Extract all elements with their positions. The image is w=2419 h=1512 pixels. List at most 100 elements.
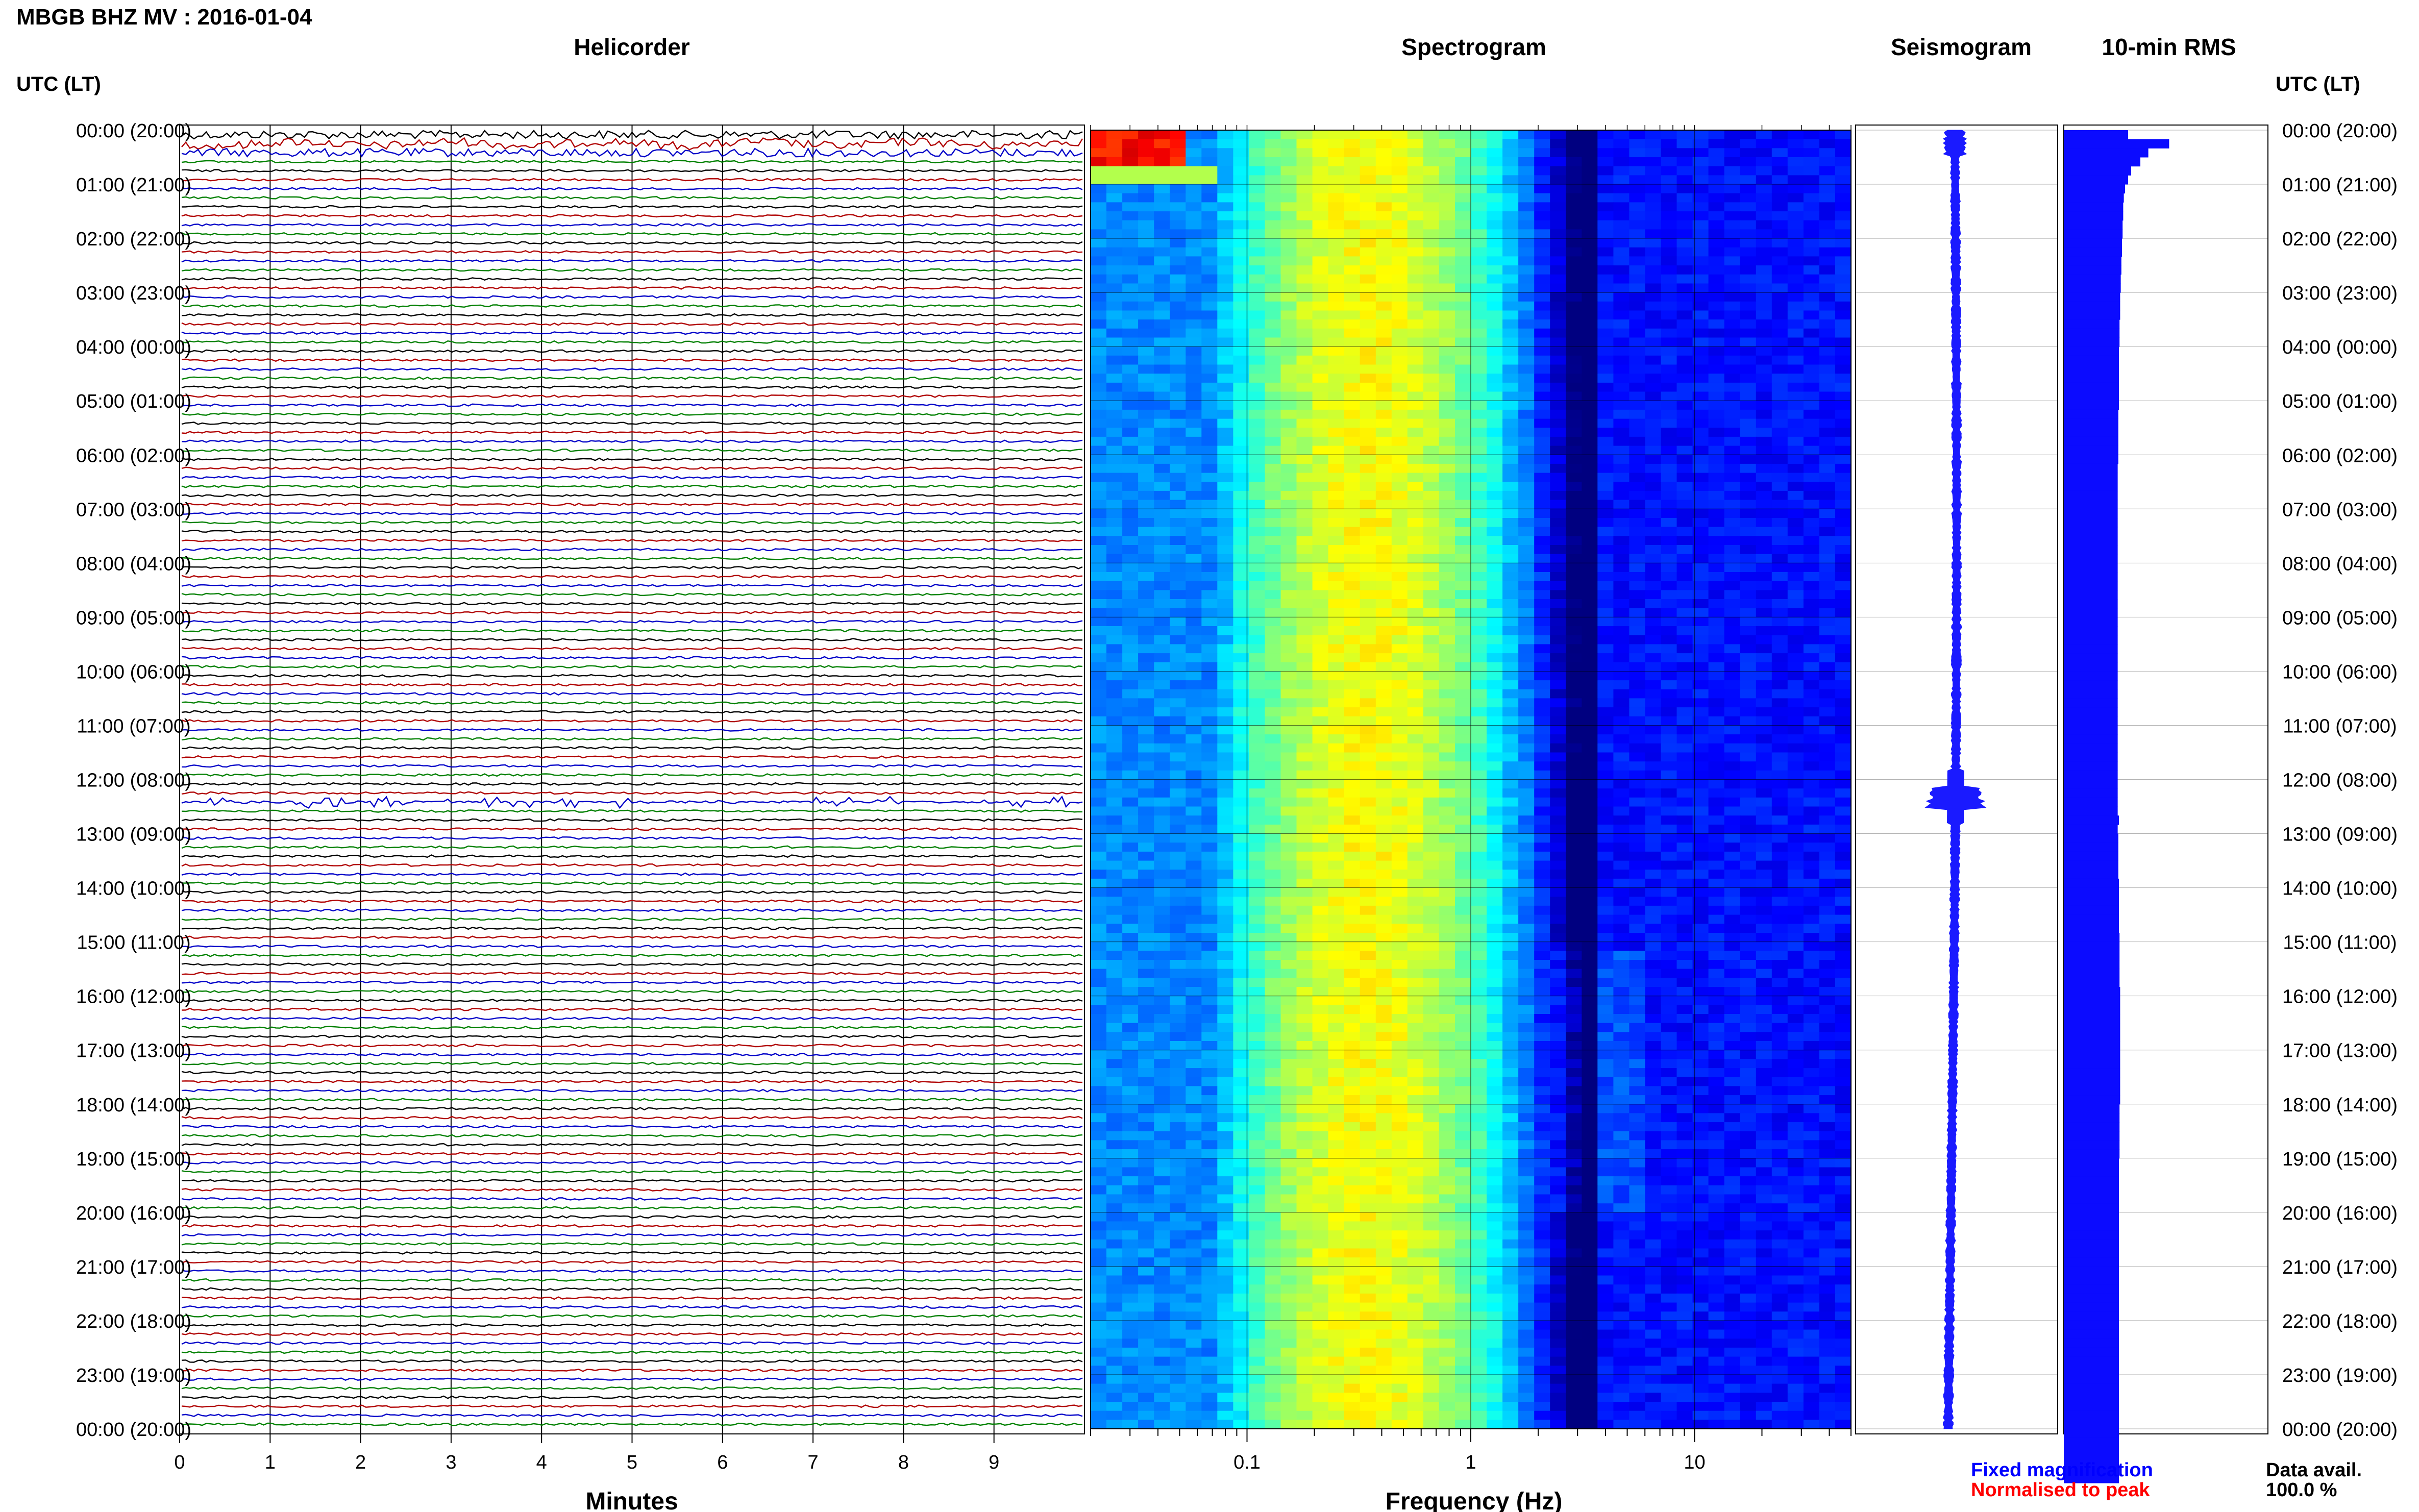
spectrogram-cell bbox=[1756, 337, 1772, 347]
spectrogram-cell bbox=[1217, 680, 1234, 690]
spectrogram-cell bbox=[1201, 202, 1218, 212]
helicorder-trace bbox=[181, 511, 1083, 515]
spectrogram-cell bbox=[1122, 788, 1139, 798]
spectrogram-cell bbox=[1787, 455, 1804, 464]
spectrogram-cell bbox=[1740, 202, 1757, 212]
spectrogram-cell bbox=[1360, 193, 1376, 203]
spectrogram-cell bbox=[1375, 401, 1392, 410]
spectrogram-cell bbox=[1296, 382, 1313, 392]
spectrogram-cell bbox=[1550, 933, 1567, 943]
spectrogram-cell bbox=[1186, 193, 1202, 203]
spectrogram-cell bbox=[1296, 436, 1313, 447]
spectrogram-cell bbox=[1550, 770, 1567, 780]
spectrogram-cell bbox=[1233, 698, 1250, 708]
spectrogram-cell bbox=[1771, 374, 1788, 383]
spectrogram-cell bbox=[1280, 635, 1297, 645]
spectrogram-cell bbox=[1787, 184, 1804, 194]
spectrogram-cell bbox=[1439, 509, 1455, 518]
spectrogram-cell bbox=[1249, 978, 1266, 987]
spectrogram-cell bbox=[1740, 139, 1757, 148]
spectrogram-cell bbox=[1645, 870, 1662, 879]
spectrogram-cell bbox=[1629, 617, 1646, 627]
spectrogram-cell bbox=[1423, 256, 1440, 266]
spectrogram-cell bbox=[1233, 175, 1250, 185]
spectrogram-cell bbox=[1312, 788, 1329, 798]
spectrogram-cell bbox=[1233, 337, 1250, 347]
spectrogram-cell bbox=[1170, 842, 1187, 852]
spectrogram-cell bbox=[1708, 716, 1725, 726]
spectrogram-cell bbox=[1407, 707, 1424, 717]
spectrogram-cell bbox=[1487, 202, 1503, 212]
spectrogram-cell bbox=[1534, 716, 1551, 726]
spectrogram-cell bbox=[1249, 139, 1266, 148]
spectrogram-cell bbox=[1138, 924, 1155, 933]
spectrogram-cell bbox=[1645, 428, 1662, 437]
spectrogram-cell bbox=[1582, 996, 1598, 1005]
spectrogram-cell bbox=[1676, 518, 1693, 528]
spectrogram-cell bbox=[1170, 292, 1187, 302]
spectrogram-cell bbox=[1771, 581, 1788, 590]
spectrogram-cell bbox=[1122, 202, 1139, 212]
spectrogram-cell bbox=[1597, 563, 1614, 573]
spectrogram-cell bbox=[1455, 644, 1471, 654]
spectrogram-cell bbox=[1360, 969, 1376, 978]
spectrogram-cell bbox=[1170, 788, 1187, 798]
spectrogram-cell bbox=[1502, 996, 1519, 1005]
spectrogram-cell bbox=[1708, 374, 1725, 383]
spectrogram-cell bbox=[1344, 554, 1361, 563]
spectrogram-cell bbox=[1423, 680, 1440, 690]
spectrogram-cell bbox=[1375, 346, 1392, 356]
spectrogram-cell bbox=[1502, 806, 1519, 816]
spectrogram-cell bbox=[1344, 797, 1361, 807]
spectrogram-cell bbox=[1661, 671, 1677, 681]
spectrogram-cell bbox=[1280, 301, 1297, 311]
spectrogram-cell bbox=[1122, 951, 1139, 960]
spectrogram-cell bbox=[1708, 148, 1725, 158]
spectrogram-cell bbox=[1091, 518, 1107, 528]
spectrogram-cell bbox=[1249, 951, 1266, 960]
spectrogram-cell bbox=[1566, 455, 1583, 464]
spectrogram-cell bbox=[1186, 878, 1202, 888]
spectrogram-cell bbox=[1471, 500, 1487, 509]
spectrogram-cell bbox=[1312, 933, 1329, 943]
spectrogram-cell bbox=[1122, 842, 1139, 852]
spectrogram-cell bbox=[1518, 473, 1535, 482]
spectrogram-cell bbox=[1661, 265, 1677, 275]
spectrogram-cell bbox=[1724, 698, 1741, 708]
spectrogram-cell bbox=[1391, 418, 1408, 428]
spectrogram-cell bbox=[1534, 428, 1551, 437]
spectrogram-cell bbox=[1645, 157, 1662, 167]
spectrogram-cell bbox=[1201, 617, 1218, 627]
spectrogram-cell bbox=[1170, 445, 1187, 455]
spectrogram-cell bbox=[1439, 716, 1455, 726]
spectrogram-cell bbox=[1803, 599, 1820, 609]
spectrogram-cell bbox=[1249, 824, 1266, 834]
spectrogram-cell bbox=[1803, 707, 1820, 717]
spectrogram-cell bbox=[1186, 527, 1202, 536]
spectrogram-cell bbox=[1740, 770, 1757, 780]
spectrogram-cell bbox=[1186, 924, 1202, 933]
spectrogram-cell bbox=[1391, 148, 1408, 158]
helicorder-trace bbox=[181, 466, 1083, 470]
spectrogram-cell bbox=[1661, 644, 1677, 654]
spectrogram-cell bbox=[1375, 193, 1392, 203]
spectrogram-cell bbox=[1265, 851, 1281, 861]
spectrogram-cell bbox=[1661, 175, 1677, 185]
spectrogram-cell bbox=[1661, 599, 1677, 609]
helicorder-trace bbox=[181, 872, 1083, 876]
rms-title: 10-min RMS bbox=[2102, 34, 2236, 60]
spectrogram-cell bbox=[1771, 202, 1788, 212]
spectrogram-cell bbox=[1344, 1032, 1361, 1042]
spectrogram-cell bbox=[1423, 490, 1440, 501]
spectrogram-cell bbox=[1360, 860, 1376, 870]
spectrogram-cell bbox=[1708, 824, 1725, 834]
spectrogram-cell bbox=[1645, 960, 1662, 970]
spectrogram-cell bbox=[1455, 914, 1471, 924]
spectrogram-cell bbox=[1819, 887, 1836, 897]
spectrogram-cell bbox=[1296, 824, 1313, 834]
spectrogram-cell bbox=[1740, 671, 1757, 681]
spectrogram-cell bbox=[1170, 860, 1187, 870]
spectrogram-cell bbox=[1819, 518, 1836, 528]
spectrogram-cell bbox=[1487, 680, 1503, 690]
helicorder-trace bbox=[181, 520, 1083, 525]
